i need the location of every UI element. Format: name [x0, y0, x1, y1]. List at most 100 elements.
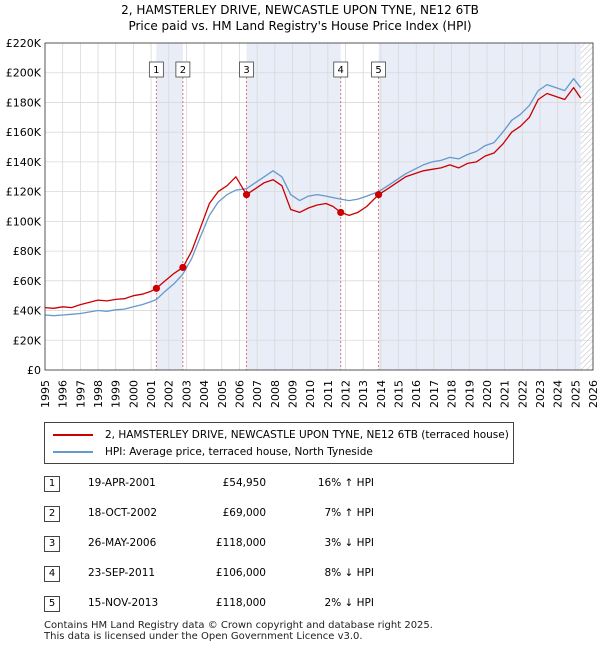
legend-swatch-property	[53, 434, 93, 436]
y-tick-label: £220K	[6, 37, 42, 50]
x-tick-label: 2000	[127, 380, 140, 408]
x-tick-label: 2020	[481, 380, 494, 408]
sale-marker-label: 2	[180, 65, 186, 76]
y-tick-label: £100K	[6, 215, 42, 228]
x-tick-label: 2008	[269, 380, 282, 408]
y-tick-label: £60K	[13, 275, 42, 288]
sale-hpi-diff: 8% ↓ HPI	[324, 567, 374, 579]
x-tick-label: 2006	[233, 380, 246, 408]
legend-item-hpi: HPI: Average price, terraced house, Nort…	[53, 444, 373, 460]
legend-swatch-hpi	[53, 451, 93, 453]
sale-number-badge: 4	[44, 566, 60, 582]
x-tick-label: 2019	[463, 380, 476, 408]
x-tick-label: 2007	[251, 380, 264, 408]
sale-hpi-diff: 2% ↓ HPI	[324, 597, 374, 609]
shaded-period	[378, 43, 581, 370]
sale-row: 2 18-OCT-2002 £69,000 7% ↑ HPI	[44, 506, 444, 526]
forecast-hatch	[580, 43, 593, 370]
sale-marker-box	[148, 61, 164, 78]
x-tick-label: 1997	[74, 380, 87, 408]
y-tick-label: £80K	[13, 245, 42, 258]
legend-item-property: 2, HAMSTERLEY DRIVE, NEWCASTLE UPON TYNE…	[53, 427, 509, 443]
y-tick-label: £160K	[6, 126, 42, 139]
sale-number-badge: 3	[44, 536, 60, 552]
x-tick-label: 2004	[198, 380, 211, 408]
sale-point	[152, 284, 160, 292]
x-tick-label: 1998	[92, 380, 105, 408]
series-line-property	[44, 86, 582, 309]
x-tick-label: 2001	[145, 380, 158, 408]
sale-number-badge: 5	[44, 596, 60, 612]
sale-point	[179, 263, 187, 272]
sale-row: 5 15-NOV-2013 £118,000 2% ↓ HPI	[44, 596, 444, 616]
x-tick-label: 2022	[516, 380, 529, 408]
x-tick-label: 2013	[357, 380, 370, 408]
y-tick-label: £140K	[6, 156, 42, 169]
sale-price: £106,000	[215, 567, 266, 579]
sale-date: 26-MAY-2006	[88, 537, 157, 549]
sale-point	[374, 191, 383, 199]
sale-marker-label: 1	[153, 65, 159, 76]
sale-marker-box	[371, 61, 386, 78]
sale-date: 18-OCT-2002	[88, 507, 157, 519]
x-tick-label: 2025	[569, 380, 582, 408]
x-tick-label: 2017	[428, 380, 441, 408]
sale-price: £54,950	[222, 477, 266, 489]
sale-price: £69,000	[222, 507, 266, 519]
y-tick-label: £20K	[13, 334, 42, 347]
sale-marker-box	[175, 61, 191, 78]
sale-price: £118,000	[215, 597, 266, 609]
sale-marker-label: 3	[243, 65, 249, 76]
sale-hpi-diff: 7% ↑ HPI	[324, 507, 374, 519]
legend-label-hpi: HPI: Average price, terraced house, Nort…	[105, 446, 373, 458]
sale-number-badge: 1	[44, 476, 60, 492]
x-tick-label: 1995	[39, 380, 52, 408]
sale-marker-label: 4	[338, 65, 344, 76]
x-tick-label: 2021	[499, 380, 512, 408]
sale-marker-box	[333, 61, 349, 78]
y-tick-label: £200K	[6, 67, 42, 80]
page-title: 2, HAMSTERLEY DRIVE, NEWCASTLE UPON TYNE…	[121, 3, 479, 17]
x-tick-label: 2018	[446, 380, 459, 408]
y-tick-label: £120K	[6, 186, 42, 199]
sale-marker-box	[239, 61, 254, 78]
x-tick-label: 2010	[304, 380, 317, 408]
x-tick-label: 2012	[340, 380, 353, 408]
x-tick-label: 2014	[375, 380, 388, 408]
x-tick-label: 1999	[110, 380, 123, 408]
sale-point	[337, 208, 345, 217]
page-subtitle: Price paid vs. HM Land Registry's House …	[128, 19, 472, 33]
shaded-period	[246, 43, 341, 370]
y-tick-label: £40K	[13, 305, 42, 318]
price-chart: 1 2 3 4 5 £0 £20K £40K £60K £80K £100K £120K £140K £…	[6, 37, 600, 408]
y-tick-label: £0	[27, 364, 41, 377]
x-tick-label: 2023	[534, 380, 547, 408]
footer-copyright: Contains HM Land Registry data © Crown c…	[44, 620, 433, 631]
sale-hpi-diff: 3% ↓ HPI	[324, 537, 374, 549]
sale-number-badge: 2	[44, 506, 60, 522]
x-tick-label: 2011	[322, 380, 335, 408]
series-line-hpi	[44, 78, 582, 317]
footer-licence: This data is licensed under the Open Gov…	[44, 631, 363, 642]
x-tick-label: 2005	[216, 380, 229, 408]
x-tick-label: 2016	[410, 380, 423, 408]
sale-row: 4 23-SEP-2011 £106,000 8% ↓ HPI	[44, 566, 444, 586]
x-tick-label: 2009	[286, 380, 299, 408]
sale-date: 23-SEP-2011	[88, 567, 156, 579]
shaded-period	[156, 43, 183, 370]
sale-date: 19-APR-2001	[88, 477, 156, 489]
chart-legend: 2, HAMSTERLEY DRIVE, NEWCASTLE UPON TYNE…	[44, 422, 514, 464]
x-tick-label: 2024	[552, 380, 565, 408]
x-tick-label: 1996	[57, 380, 70, 408]
plot-frame	[44, 42, 594, 371]
y-tick-label: £180K	[6, 96, 42, 109]
sale-marker-label: 5	[375, 65, 381, 76]
x-tick-label: 2026	[587, 380, 600, 408]
sale-date: 15-NOV-2013	[88, 597, 159, 609]
x-tick-label: 2002	[163, 380, 176, 408]
sale-row: 3 26-MAY-2006 £118,000 3% ↓ HPI	[44, 536, 444, 556]
x-tick-label: 2003	[180, 380, 193, 408]
legend-label-property: 2, HAMSTERLEY DRIVE, NEWCASTLE UPON TYNE…	[105, 429, 509, 441]
sale-hpi-diff: 16% ↑ HPI	[317, 477, 374, 489]
sale-point	[242, 191, 251, 199]
